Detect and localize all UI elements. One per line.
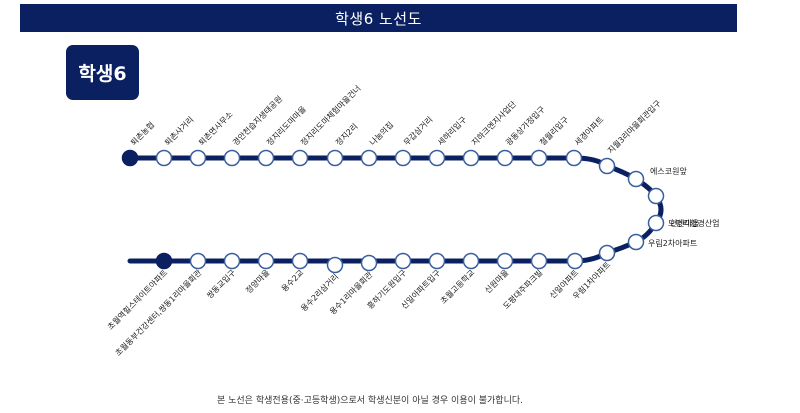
stop-marker — [223, 149, 241, 167]
stop-marker — [326, 149, 344, 167]
stop-marker — [291, 252, 309, 270]
stop-label: 나눔의집 — [367, 120, 395, 148]
stop-marker — [257, 149, 275, 167]
stop-marker — [121, 149, 139, 167]
stop-marker — [223, 252, 241, 270]
stop-marker — [647, 187, 665, 205]
stop-label: 도평리환경산업 — [668, 218, 720, 228]
stop-label: 퇴촌사거리 — [163, 115, 195, 147]
stop-label: 쌍동교입구 — [204, 267, 237, 300]
stop-marker — [394, 149, 412, 167]
route-badge: 학생6 — [66, 45, 139, 100]
stop-marker — [530, 252, 548, 270]
stop-marker — [462, 252, 480, 270]
stop-marker — [496, 149, 514, 167]
stop-marker — [291, 149, 309, 167]
stop-marker — [189, 149, 207, 167]
stop-marker — [189, 252, 207, 270]
stop-marker — [360, 149, 378, 167]
stop-label: 정양마을 — [244, 267, 272, 295]
stop-marker — [257, 252, 275, 270]
stop-marker — [647, 214, 665, 232]
stop-marker — [155, 252, 173, 270]
stop-label: 세하리입구 — [435, 114, 468, 147]
route-line — [127, 155, 664, 264]
stop-label: 무갑삼거리 — [401, 114, 434, 147]
stop-marker — [462, 149, 480, 167]
stop-label: 신원마을 — [483, 268, 510, 295]
stop-marker — [360, 254, 378, 272]
stop-label: 퇴촌농협 — [128, 120, 156, 148]
stop-marker — [627, 170, 645, 188]
stop-label: 퇴촌면사무소 — [196, 109, 234, 147]
stop-label: 에스코원앞 — [650, 166, 687, 176]
stop-marker — [394, 252, 412, 270]
page-title: 학생6 노선도 — [20, 4, 737, 32]
stop-label: 정지리도마체험마을건너 — [298, 83, 362, 147]
stop-marker — [496, 252, 514, 270]
stop-label: 지월3리마을회관입구 — [605, 98, 663, 156]
stop-marker — [566, 252, 584, 270]
stop-marker — [627, 233, 645, 251]
stop-label: 용수2교 — [280, 268, 306, 294]
stop-label: 초월역힐스테이트아파트 — [105, 267, 169, 331]
stop-label: 우림2차아파트 — [648, 238, 697, 248]
footer-note: 본 노선은 학생전용(중·고등학생)으로서 학생신분이 아닐 경우 이용이 불가… — [216, 396, 523, 406]
stop-marker — [598, 244, 616, 262]
stop-marker — [598, 157, 616, 175]
stop-label: 현산마을 — [670, 218, 699, 228]
stop-marker — [530, 149, 548, 167]
stop-label: 초월고등학교 — [438, 267, 476, 305]
stop-marker — [155, 149, 173, 167]
stop-label: 철월리입구 — [537, 114, 570, 147]
stop-label: 세경아파트 — [572, 114, 605, 147]
stop-label: 정지2리 — [333, 121, 359, 147]
stop-marker — [565, 149, 583, 167]
stop-marker — [326, 256, 344, 274]
stop-marker — [428, 252, 446, 270]
stop-marker — [428, 149, 446, 167]
